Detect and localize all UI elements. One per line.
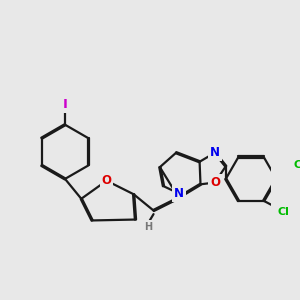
Text: N: N xyxy=(174,187,184,200)
Text: Cl: Cl xyxy=(278,207,290,217)
Text: N: N xyxy=(210,146,220,159)
Text: O: O xyxy=(210,176,220,189)
Text: H: H xyxy=(144,222,152,232)
Text: O: O xyxy=(102,174,112,187)
Text: Cl: Cl xyxy=(293,160,300,170)
Text: I: I xyxy=(63,98,68,111)
